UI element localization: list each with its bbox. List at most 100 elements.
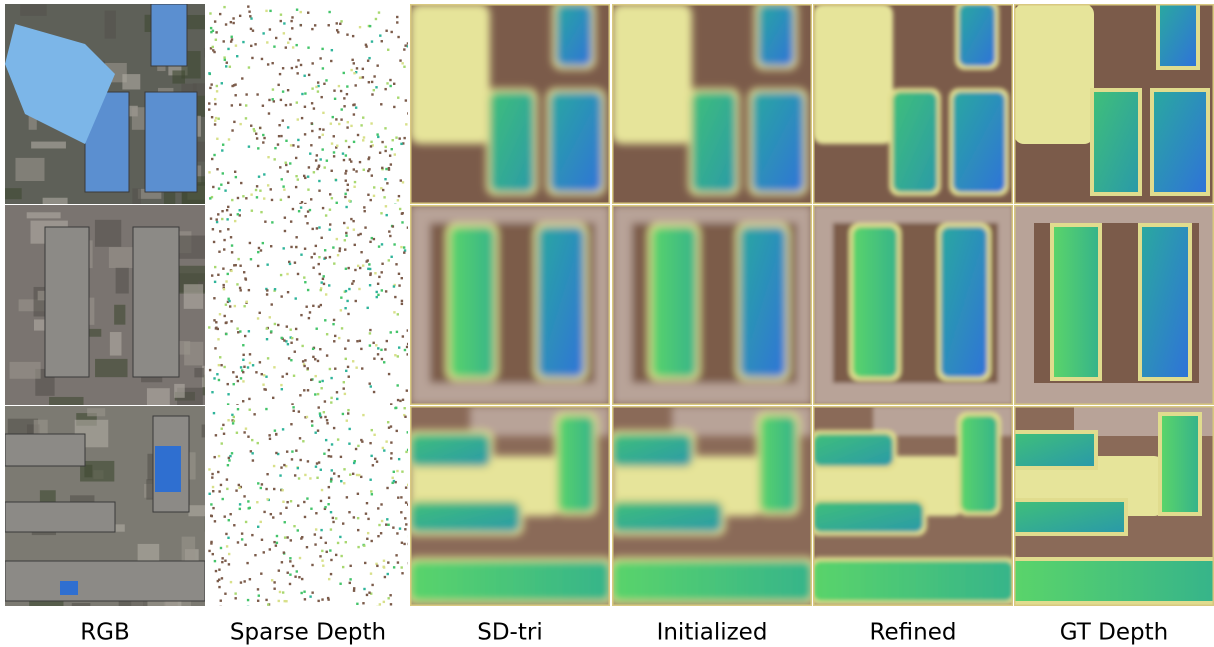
depth-point xyxy=(401,572,403,574)
depth-point xyxy=(377,347,379,349)
depth-point xyxy=(390,163,392,165)
depth-point xyxy=(316,227,318,229)
ground-region xyxy=(1014,4,1094,144)
depth-point xyxy=(234,305,236,307)
depth-point xyxy=(270,513,272,515)
depth-point xyxy=(404,44,406,46)
depth-point xyxy=(369,382,371,384)
depth-point xyxy=(282,501,284,503)
depth-point xyxy=(313,171,315,173)
depth-point xyxy=(381,358,383,360)
depth-point xyxy=(395,136,397,138)
image-panel xyxy=(410,0,610,204)
depth-point xyxy=(209,369,211,371)
depth-point xyxy=(299,437,301,439)
depth-point xyxy=(234,220,236,222)
depth-point xyxy=(243,495,245,497)
depth-point xyxy=(286,325,288,327)
depth-point xyxy=(257,482,259,484)
depth-point xyxy=(266,289,268,291)
depth-point xyxy=(210,217,212,219)
depth-point xyxy=(393,566,395,568)
depth-point xyxy=(370,455,372,457)
depth-point xyxy=(330,559,332,561)
depth-point xyxy=(246,301,248,303)
depth-point xyxy=(398,195,400,197)
depth-point xyxy=(347,339,349,341)
depth-point xyxy=(329,193,331,195)
depth-point xyxy=(381,40,383,42)
image-panel xyxy=(406,406,614,606)
depth-point xyxy=(360,124,362,126)
depth-point xyxy=(211,158,213,160)
depth-point xyxy=(319,158,321,160)
depth-point xyxy=(297,118,299,120)
depth-point xyxy=(319,128,321,130)
depth-point xyxy=(392,139,394,141)
depth-point xyxy=(407,449,409,451)
building-depth xyxy=(853,227,897,377)
depth-point xyxy=(309,311,311,313)
depth-point xyxy=(318,189,320,191)
depth-point xyxy=(332,116,334,118)
depth-point xyxy=(376,291,378,293)
depth-point xyxy=(213,319,215,321)
depth-point xyxy=(274,429,276,431)
depth-point xyxy=(287,572,289,574)
depth-point xyxy=(239,15,241,17)
depth-point xyxy=(350,125,352,127)
depth-point xyxy=(227,48,229,50)
depth-point xyxy=(369,442,371,444)
depth-point xyxy=(369,272,371,274)
depth-point xyxy=(385,523,387,525)
depth-point xyxy=(276,542,278,544)
depth-point xyxy=(257,600,259,602)
depth-point xyxy=(287,89,289,91)
depth-point xyxy=(216,138,218,140)
depth-point xyxy=(231,104,233,106)
depth-point xyxy=(221,442,223,444)
depth-point xyxy=(297,59,299,61)
depth-point xyxy=(387,49,389,51)
depth-point xyxy=(231,244,233,246)
depth-point xyxy=(263,137,265,139)
depth-point xyxy=(239,508,241,510)
depth-point xyxy=(394,407,396,409)
depth-point xyxy=(337,254,339,256)
depth-point xyxy=(349,582,351,584)
depth-point xyxy=(369,332,371,334)
depth-point xyxy=(283,188,285,190)
depth-point xyxy=(304,133,306,135)
image-panel xyxy=(208,205,409,406)
depth-point xyxy=(357,134,359,136)
depth-point xyxy=(311,256,313,258)
depth-point xyxy=(304,359,306,361)
depth-point xyxy=(234,597,236,599)
depth-point xyxy=(265,599,267,601)
depth-point xyxy=(329,223,331,225)
depth-point xyxy=(398,346,400,348)
depth-point xyxy=(272,88,274,90)
depth-point xyxy=(248,398,250,400)
depth-point xyxy=(227,228,229,230)
depth-point xyxy=(336,29,338,31)
depth-point xyxy=(391,148,393,150)
depth-point xyxy=(269,548,271,550)
building-depth xyxy=(612,434,692,466)
depth-point xyxy=(214,347,216,349)
depth-point xyxy=(216,85,218,87)
column-label: GT Depth xyxy=(1060,620,1168,646)
depth-point xyxy=(367,532,369,534)
building-depth xyxy=(410,434,490,466)
depth-point xyxy=(220,183,222,185)
depth-point xyxy=(396,470,398,472)
depth-point xyxy=(343,105,345,107)
depth-point xyxy=(277,324,279,326)
depth-point xyxy=(305,306,307,308)
depth-point xyxy=(286,373,288,375)
depth-point xyxy=(329,549,331,551)
depth-point xyxy=(304,598,306,600)
depth-point xyxy=(291,458,293,460)
depth-point xyxy=(361,367,363,369)
depth-point xyxy=(211,391,213,393)
